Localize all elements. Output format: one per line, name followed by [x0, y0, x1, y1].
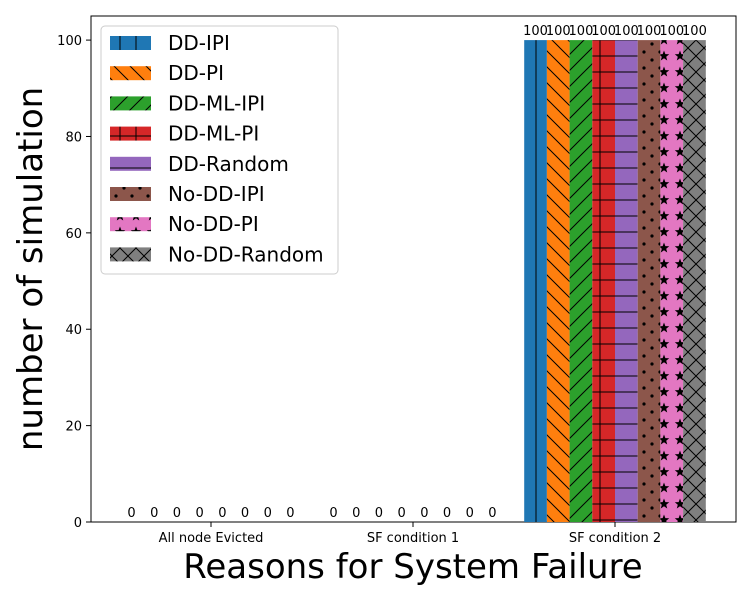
legend-swatch: [110, 217, 151, 232]
x-axis-label: Reasons for System Failure: [183, 547, 642, 587]
value-label: 100: [637, 24, 662, 39]
legend-label: DD-Random: [168, 152, 289, 176]
bar-dd-ipi-2: [524, 40, 547, 522]
value-label: 0: [420, 506, 428, 521]
value-label: 0: [286, 506, 294, 521]
value-label: 0: [488, 506, 496, 521]
x-tick-label: SF condition 2: [569, 531, 661, 546]
legend-swatch: [110, 96, 151, 111]
bar-no-dd-random-2: [683, 40, 706, 522]
legend-label: DD-IPI: [168, 31, 230, 55]
value-label: 0: [375, 506, 383, 521]
value-label: 100: [591, 24, 616, 39]
value-label: 100: [569, 24, 594, 39]
legend-swatch: [110, 36, 151, 50]
legend: DD-IPI DD-PI DD-ML-IPI DD-ML-PI DD-Random No-…: [100, 25, 339, 275]
x-tick-label: All node Evicted: [159, 531, 264, 546]
value-label: 0: [443, 506, 451, 521]
legend-swatch: [110, 156, 151, 171]
bar-dd-pi-2: [546, 40, 570, 522]
value-label: 100: [682, 24, 707, 39]
bars-layer: [524, 40, 706, 522]
value-label: 0: [466, 506, 474, 521]
y-tick-label: 60: [65, 227, 82, 242]
value-label: 0: [218, 506, 226, 521]
y-tick-label: 0: [74, 516, 82, 531]
legend-label: DD-PI: [168, 61, 224, 85]
value-label: 0: [127, 506, 135, 521]
legend-swatch: [110, 126, 151, 141]
legend-box: [100, 25, 339, 275]
value-label: 100: [659, 24, 684, 39]
bar-dd-ml-ipi-2: [569, 40, 593, 522]
legend-swatch: [110, 66, 151, 81]
legend-swatch: [110, 247, 151, 262]
bar-no-dd-ipi-2: [637, 40, 661, 522]
value-label: 0: [329, 506, 337, 521]
legend-label: No-DD-Random: [168, 242, 324, 266]
value-label: 0: [196, 506, 204, 521]
legend-swatch: [110, 187, 151, 201]
value-label: 100: [546, 24, 571, 39]
bar-no-dd-pi-2: [660, 40, 684, 522]
y-tick-label: 40: [65, 323, 82, 338]
y-axis-label: number of simulation: [11, 87, 51, 451]
x-tick-label: SF condition 1: [367, 531, 459, 546]
bar-dd-ml-pi-2: [592, 40, 615, 522]
value-label: 0: [264, 506, 272, 521]
legend-label: DD-ML-IPI: [168, 91, 265, 115]
value-label: 0: [241, 506, 249, 521]
value-label: 0: [398, 506, 406, 521]
legend-label: No-DD-IPI: [168, 182, 265, 206]
value-label: 0: [352, 506, 360, 521]
y-tick-label: 80: [65, 130, 82, 145]
y-tick-label: 20: [65, 420, 82, 435]
y-tick-label: 100: [57, 34, 82, 49]
legend-label: No-DD-PI: [168, 212, 259, 236]
y-axis: 0 20 40 60 80 100: [57, 34, 91, 531]
legend-label: DD-ML-PI: [168, 122, 259, 146]
value-label: 100: [614, 24, 639, 39]
bar-dd-random-2: [615, 40, 638, 522]
value-label: 100: [523, 24, 548, 39]
value-label: 0: [173, 506, 181, 521]
value-label: 0: [150, 506, 158, 521]
x-axis: All node Evicted SF condition 1 SF conditi…: [159, 522, 661, 546]
